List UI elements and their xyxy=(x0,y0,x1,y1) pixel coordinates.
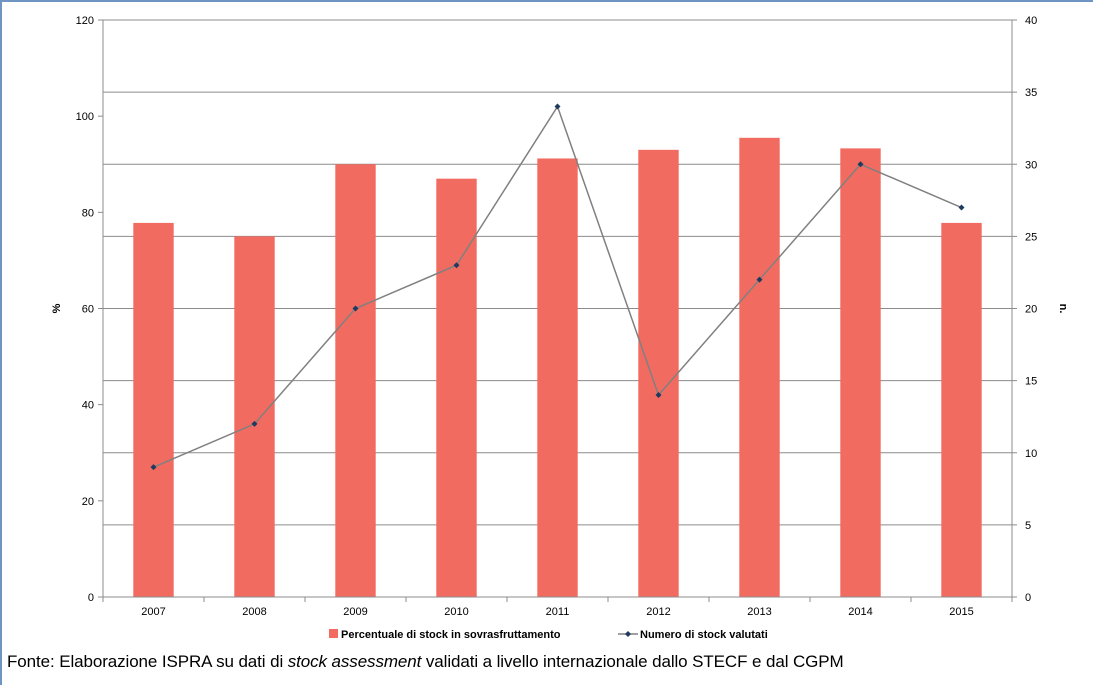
y-right-tick-label: 15 xyxy=(1025,376,1037,388)
bar xyxy=(133,222,174,597)
y-right-axis-label: n. xyxy=(1057,304,1069,314)
bar-series xyxy=(133,137,982,598)
bar xyxy=(739,137,780,597)
y-right-tick-label: 20 xyxy=(1025,304,1037,316)
source-prefix: Fonte: Elaborazione ISPRA su dati di xyxy=(7,652,288,671)
bar xyxy=(941,222,982,597)
line-point xyxy=(453,262,460,269)
y-right-tick-label: 25 xyxy=(1025,231,1037,243)
y-left-tick-label: 20 xyxy=(82,496,94,508)
y-left-tick-label: 80 xyxy=(82,207,94,219)
legend: Percentuale di stock in sovrasfruttament… xyxy=(329,629,768,641)
x-tick-label: 2014 xyxy=(848,606,872,618)
line-series xyxy=(150,103,965,471)
y-right-tick-label: 35 xyxy=(1025,87,1037,99)
y-left-tick-label: 120 xyxy=(76,15,94,27)
x-tick-label: 2010 xyxy=(444,606,468,618)
bar xyxy=(537,158,578,598)
y-left-tick-label: 100 xyxy=(76,111,94,123)
x-tick-label: 2009 xyxy=(343,606,367,618)
bar xyxy=(840,148,881,597)
line-point xyxy=(352,305,359,312)
y-right-tick-label: 40 xyxy=(1025,15,1037,27)
x-tick-label: 2007 xyxy=(141,606,165,618)
line-point xyxy=(958,204,965,211)
y-left-axis-label: % xyxy=(51,303,63,313)
bar xyxy=(234,236,275,597)
source-suffix: validati a livello internazionale dallo … xyxy=(421,652,844,671)
combo-chart: 0 20 40 60 80 100 120 0 5 10 15 20 25 30 35 40 2007 2008 2… xyxy=(51,15,1069,641)
axes: 0 20 40 60 80 100 120 0 5 10 15 20 25 30 35 40 2007 2008 2… xyxy=(51,15,1069,618)
legend-swatch-bars xyxy=(329,629,338,638)
source-italic: stock assessment xyxy=(287,652,422,671)
y-right-tick-label: 10 xyxy=(1025,448,1037,460)
legend-label-bars: Percentuale di stock in sovrasfruttament… xyxy=(341,629,561,641)
x-tick-label: 2012 xyxy=(646,606,670,618)
source-note: Fonte: Elaborazione ISPRA su dati di sto… xyxy=(7,652,844,672)
frame-left-border xyxy=(0,0,2,685)
y-right-tick-label: 30 xyxy=(1025,159,1037,171)
x-tick-label: 2013 xyxy=(747,606,771,618)
x-tick-label: 2008 xyxy=(242,606,266,618)
frame-top-border xyxy=(0,0,1093,2)
line-point xyxy=(857,161,864,168)
line-point xyxy=(150,464,157,471)
line-point xyxy=(251,420,258,427)
y-left-tick-label: 60 xyxy=(82,304,94,316)
line-point xyxy=(655,392,662,399)
y-left-tick-label: 0 xyxy=(88,592,94,604)
legend-swatch-marker xyxy=(625,631,631,637)
line-point xyxy=(554,103,561,110)
bar xyxy=(436,178,477,598)
line-point xyxy=(756,276,763,283)
bar xyxy=(638,149,679,597)
bar xyxy=(335,164,376,597)
y-left-tick-label: 40 xyxy=(82,400,94,412)
legend-label-line: Numero di stock valutati xyxy=(640,629,768,641)
x-tick-label: 2015 xyxy=(949,606,973,618)
y-right-tick-label: 5 xyxy=(1025,520,1031,532)
x-tick-label: 2011 xyxy=(546,606,570,618)
y-right-tick-label: 0 xyxy=(1025,592,1031,604)
